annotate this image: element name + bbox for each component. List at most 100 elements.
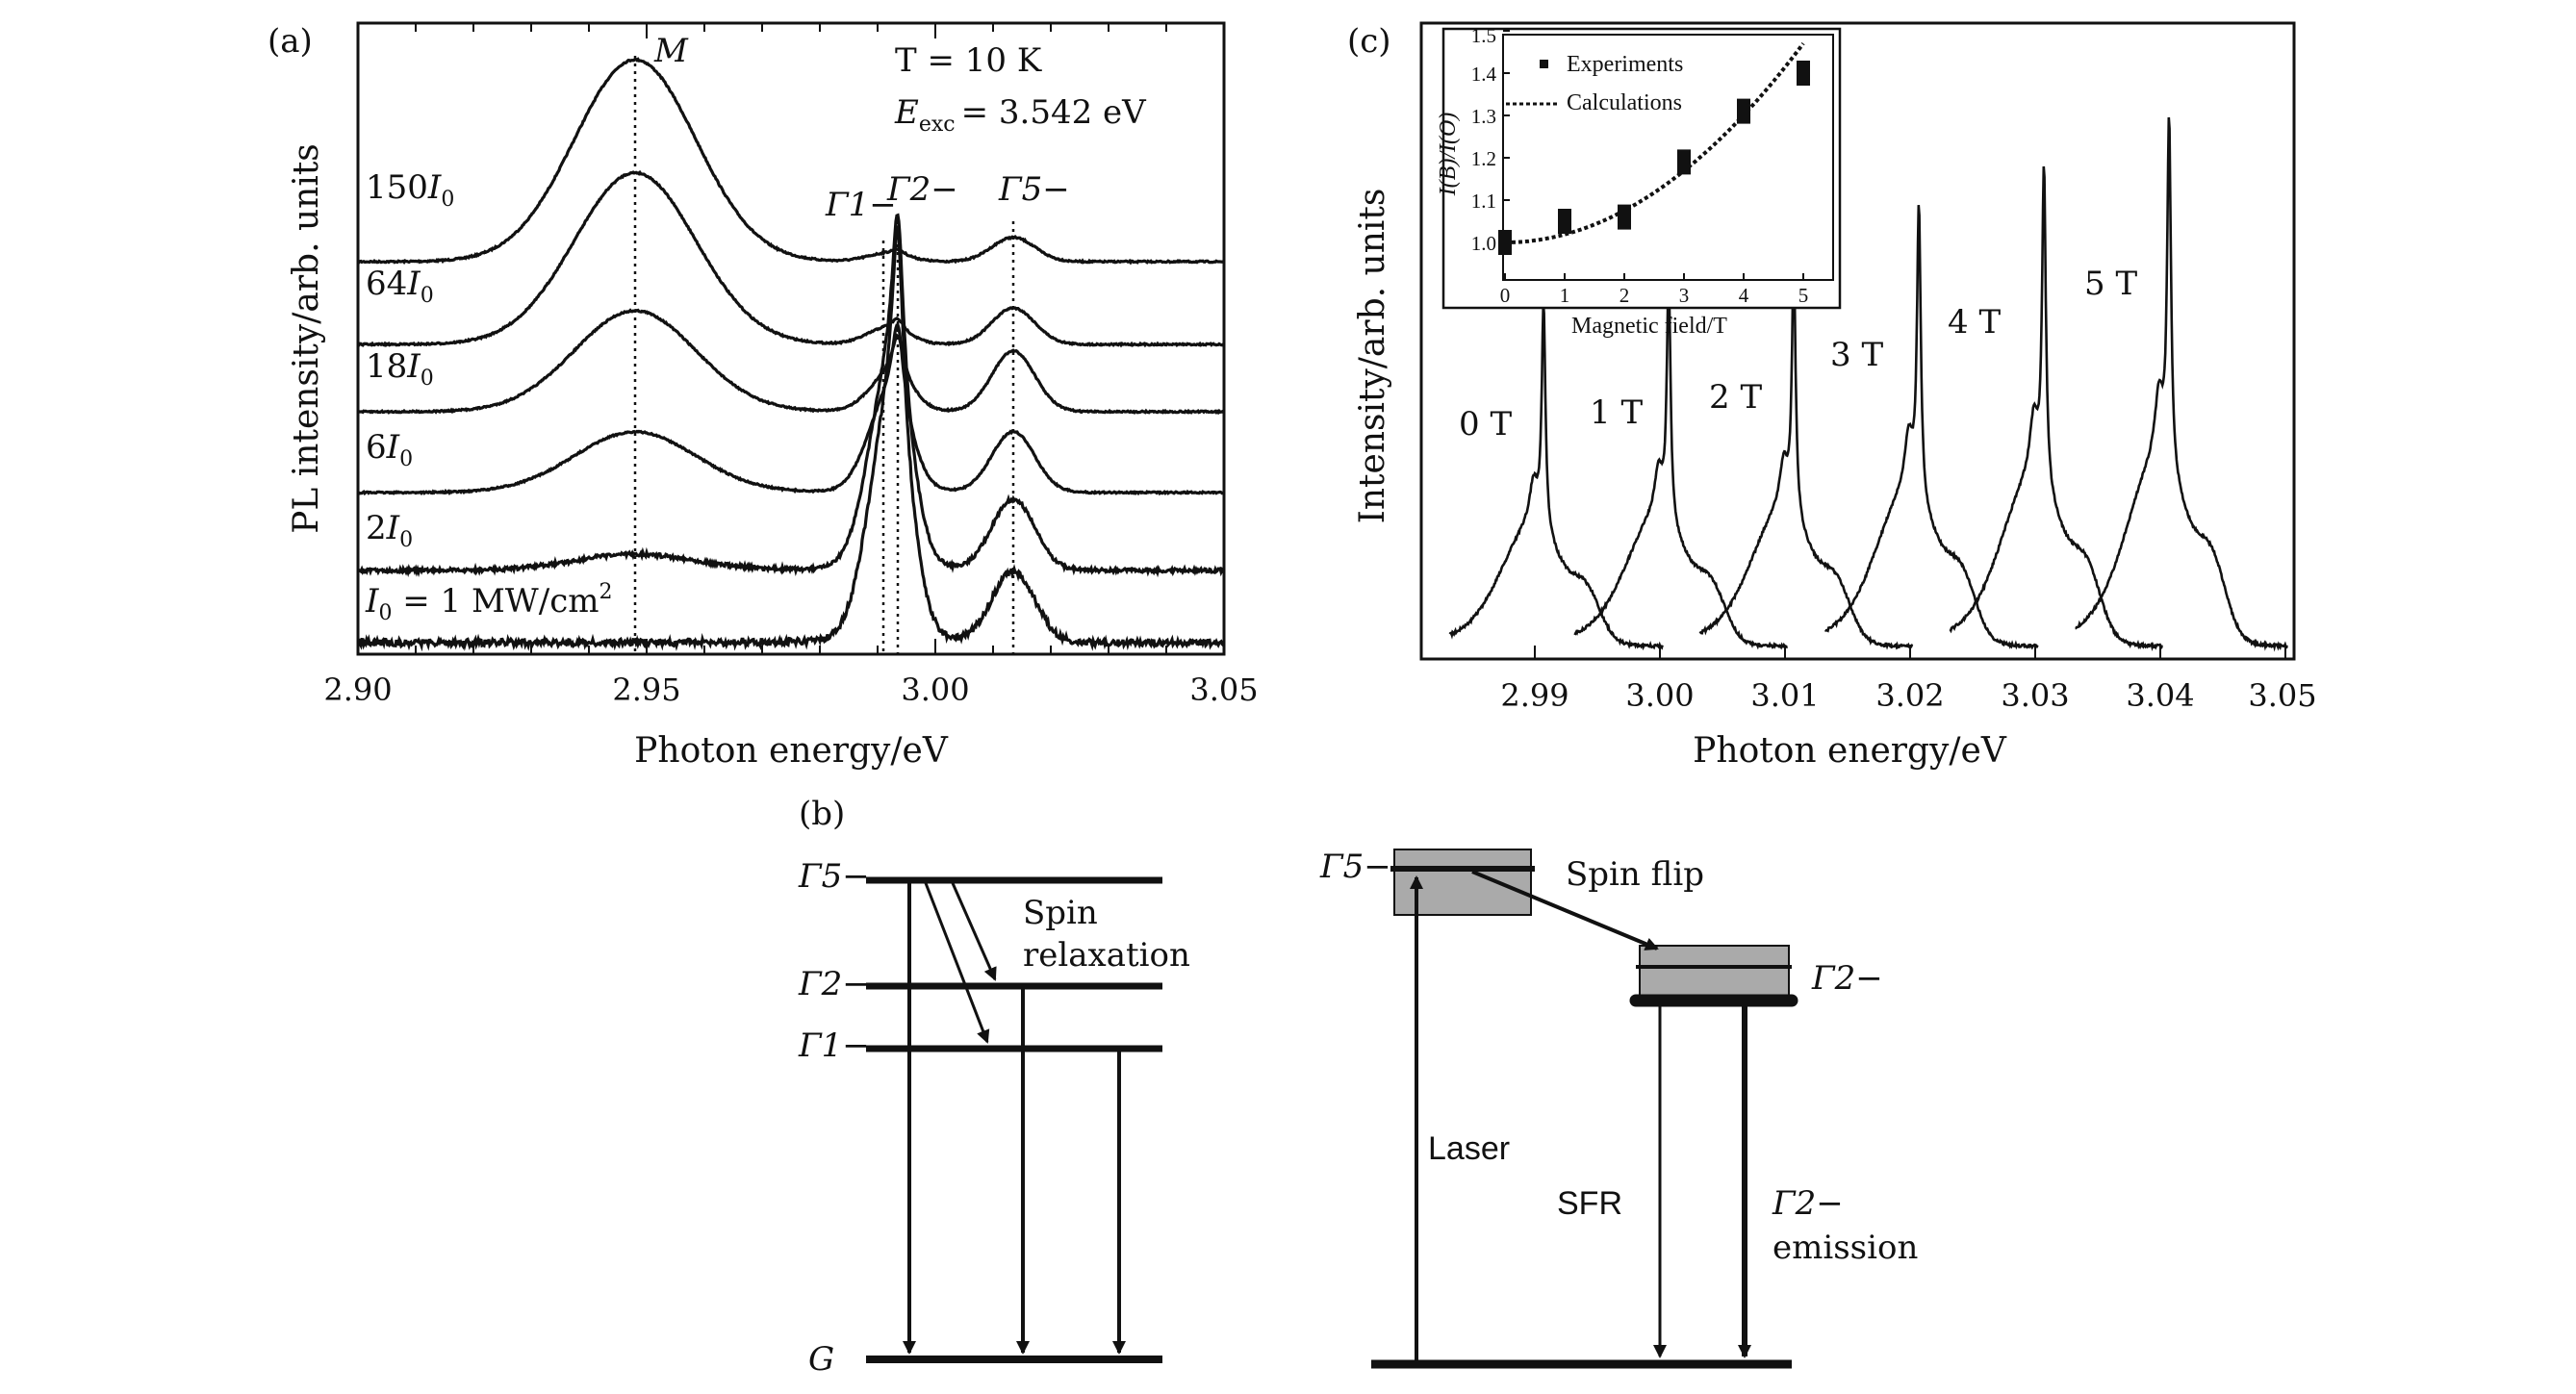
inset-ytick-3: 1.3: [1471, 105, 1496, 128]
inset-experiment-point: [1618, 204, 1631, 230]
panel-c-label: (c): [1347, 22, 1391, 61]
inset-legend-calculations: Calculations: [1567, 90, 1682, 115]
panel-c-spectra: [1448, 116, 2288, 652]
inset-ylabel: I(B)/I(O): [1436, 113, 1461, 197]
relaxation-text: relaxation: [1023, 936, 1190, 975]
inset-xtick-3: 3: [1679, 284, 1690, 307]
inset-experiment-point: [1498, 230, 1512, 255]
spin-flip-text: Spin flip: [1566, 855, 1704, 894]
inset-ytick-1: 1.1: [1471, 190, 1496, 213]
inset-xlabel: Magnetic field/T: [1571, 314, 1727, 339]
c-label-0T: 0 T: [1459, 405, 1512, 444]
a-spectrum-18I0: [357, 308, 1226, 416]
c-xtick-5: 3.04: [2126, 677, 2194, 714]
panel-a-frame: [356, 21, 1226, 656]
a-ylabel: PL intensity/arb. units: [287, 143, 326, 534]
c-xtick-3: 3.02: [1875, 677, 1944, 714]
sfr-text: SFR: [1557, 1185, 1622, 1222]
c-spectrum-3T: [1824, 205, 2039, 650]
inset-legend-exp-marker: [1540, 60, 1548, 68]
panel-a: (a) 2.90 2.95 3.00 3.05 Photon energy/eV…: [268, 21, 1259, 771]
c-spectrum-5T: [2075, 116, 2288, 652]
c-label-2T: 2 T: [1709, 378, 1762, 417]
panel-a-peak-guides: [633, 56, 1015, 654]
c-xtick-1: 3.00: [1625, 677, 1694, 714]
right-g2-box: [1639, 945, 1790, 1002]
panel-a-ticks: [357, 23, 1225, 654]
inset-calculation-curve: [1504, 41, 1805, 244]
left-arrow-relax-g1: [924, 882, 990, 1044]
a-series-label-64: 64I0: [366, 265, 434, 308]
a-xtick-1: 2.95: [612, 672, 680, 708]
inset-experiment-point: [1558, 209, 1571, 234]
inset-ytick-5: 1.5: [1471, 24, 1496, 47]
emission-text: emission: [1773, 1229, 1918, 1267]
spin-flip-arrow: [1471, 870, 1659, 950]
a-xlabel: Photon energy/eV: [634, 731, 949, 771]
inset-frame: [1441, 27, 1842, 310]
inset-xtick-2: 2: [1620, 284, 1630, 307]
inset-legend-experiments: Experiments: [1567, 52, 1683, 77]
right-label-g5: Γ5−: [1319, 848, 1391, 886]
panel-b: (b) Γ5− Γ2− Γ1− G Spin relaxation Γ5− Sp…: [798, 795, 1918, 1379]
a-series-label-18: 18I0: [366, 347, 434, 391]
panel-a-spectra: [356, 57, 1226, 652]
a-spectrum-I01MWcm2: [357, 224, 1226, 652]
c-spectrum-1T: [1573, 276, 1788, 650]
c-spectrum-0T: [1448, 303, 1664, 651]
c-label-1T: 1 T: [1590, 393, 1643, 432]
a-spectrum-6I0: [357, 322, 1226, 496]
inset-ytick-2: 1.2: [1471, 147, 1496, 170]
c-label-3T: 3 T: [1830, 336, 1883, 374]
c-label-4T: 4 T: [1948, 303, 2001, 342]
inset-xtick-1: 1: [1560, 284, 1570, 307]
left-arrow-relax-g2: [951, 882, 997, 981]
a-series-label-1: I0 = 1 MW/cm2: [365, 580, 612, 625]
c-xtick-4: 3.03: [2001, 677, 2069, 714]
a-xtick-2: 3.00: [901, 672, 969, 708]
left-label-g5: Γ5−: [798, 857, 870, 896]
a-spectrum-64I0: [356, 169, 1225, 348]
panel-b-label: (b): [799, 795, 845, 833]
a-series-label-6: 6I0: [366, 428, 413, 471]
inset-xtick-4: 4: [1739, 284, 1749, 307]
a-label-M: M: [653, 32, 689, 70]
a-xtick-3: 3.05: [1189, 672, 1258, 708]
a-temperature: T = 10 K: [895, 41, 1042, 80]
c-xtick-6: 3.05: [2248, 677, 2316, 714]
left-label-g1: Γ1−: [798, 1026, 870, 1065]
c-spectrum-2T: [1698, 261, 1914, 650]
a-spectrum-150I0: [356, 57, 1225, 266]
spin-text: Spin: [1023, 894, 1098, 932]
c-xlabel: Photon energy/eV: [1693, 731, 2007, 771]
c-spectrum-4T: [1949, 165, 2163, 651]
left-label-ground: G: [808, 1340, 834, 1379]
inset-xtick-0: 0: [1500, 284, 1511, 307]
a-spectrum-2I0: [357, 213, 1226, 578]
a-series-label-2: 2I0: [366, 509, 413, 552]
panel-c: (c) 2.99 3.00 3.01 3.02 3.03 3.04 3.05 P…: [1347, 21, 2317, 771]
a-excitation: Eexc = 3.542 eV: [894, 93, 1147, 137]
inset-data: [1498, 41, 1810, 255]
inset-xtick-5: 5: [1798, 284, 1809, 307]
panel-c-frame: [1419, 21, 2296, 661]
panel-a-label: (a): [268, 22, 313, 61]
a-label-gamma1: Γ1−: [825, 186, 897, 224]
a-series-label-150: 150I0: [366, 168, 454, 212]
laser-text: Laser: [1428, 1130, 1510, 1167]
right-label-g2: Γ2−: [1811, 959, 1883, 998]
inset: 0 1 2 3 4 5 1.0 1.1 1.2 1.3 1.4 1.5 Magn…: [1436, 24, 1842, 339]
inset-experiment-point: [1677, 149, 1691, 175]
inset-experiment-point: [1737, 98, 1750, 124]
a-label-gamma2: Γ2−: [886, 170, 958, 209]
emission-gamma-text: Γ2−: [1772, 1184, 1844, 1223]
c-xtick-2: 3.01: [1750, 677, 1819, 714]
left-label-g2: Γ2−: [798, 965, 870, 1003]
c-label-5T: 5 T: [2084, 265, 2137, 303]
c-xtick-0: 2.99: [1500, 677, 1569, 714]
inset-ytick-4: 1.4: [1471, 63, 1497, 86]
c-ylabel: Intensity/arb. units: [1353, 189, 1392, 524]
a-label-gamma5: Γ5−: [998, 170, 1070, 209]
a-xtick-0: 2.90: [323, 672, 392, 708]
